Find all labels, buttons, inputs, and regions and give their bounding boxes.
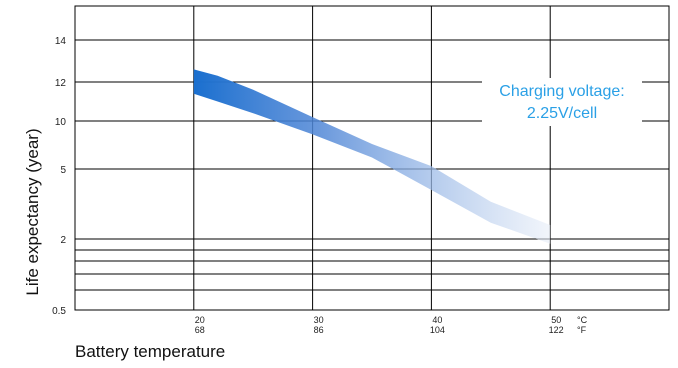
- plot-area: [74, 5, 670, 311]
- annotation-line-1: Charging voltage:: [499, 83, 624, 100]
- y-tick-label: 0.5: [52, 306, 66, 317]
- horizontal-gridlines: [75, 39, 669, 291]
- y-tick-label: 10: [55, 117, 67, 128]
- vertical-gridlines: [193, 6, 551, 310]
- y-tick-label: 5: [60, 165, 66, 176]
- x-tick-label-fahrenheit: 104: [430, 325, 445, 335]
- x-tick-label-celsius: 50: [551, 315, 561, 325]
- y-tick-labels: 14 12 10 5 2 0.5: [52, 36, 66, 317]
- x-tick-label-fahrenheit: 86: [314, 325, 324, 335]
- x-tick-label-celsius: 20: [195, 315, 205, 325]
- x-tick-label-fahrenheit: 68: [195, 325, 205, 335]
- x-unit-celsius: °C: [577, 315, 588, 325]
- band-area: [193, 69, 551, 244]
- life-expectancy-band: [193, 69, 551, 244]
- annotation: Charging voltage: 2.25V/cell: [482, 78, 642, 126]
- x-tick-label-fahrenheit: 122: [549, 325, 564, 335]
- y-tick-label: 2: [60, 235, 66, 246]
- y-tick-label: 12: [55, 78, 67, 89]
- x-tick-label-celsius: 40: [432, 315, 442, 325]
- y-axis-label: Life expectancy (year): [23, 128, 42, 295]
- x-tick-label-celsius: 30: [314, 315, 324, 325]
- y-tick-label: 14: [55, 36, 67, 47]
- annotation-line-2: 2.25V/cell: [527, 105, 597, 122]
- x-axis-label: Battery temperature: [75, 342, 225, 361]
- x-unit-fahrenheit: °F: [577, 325, 587, 335]
